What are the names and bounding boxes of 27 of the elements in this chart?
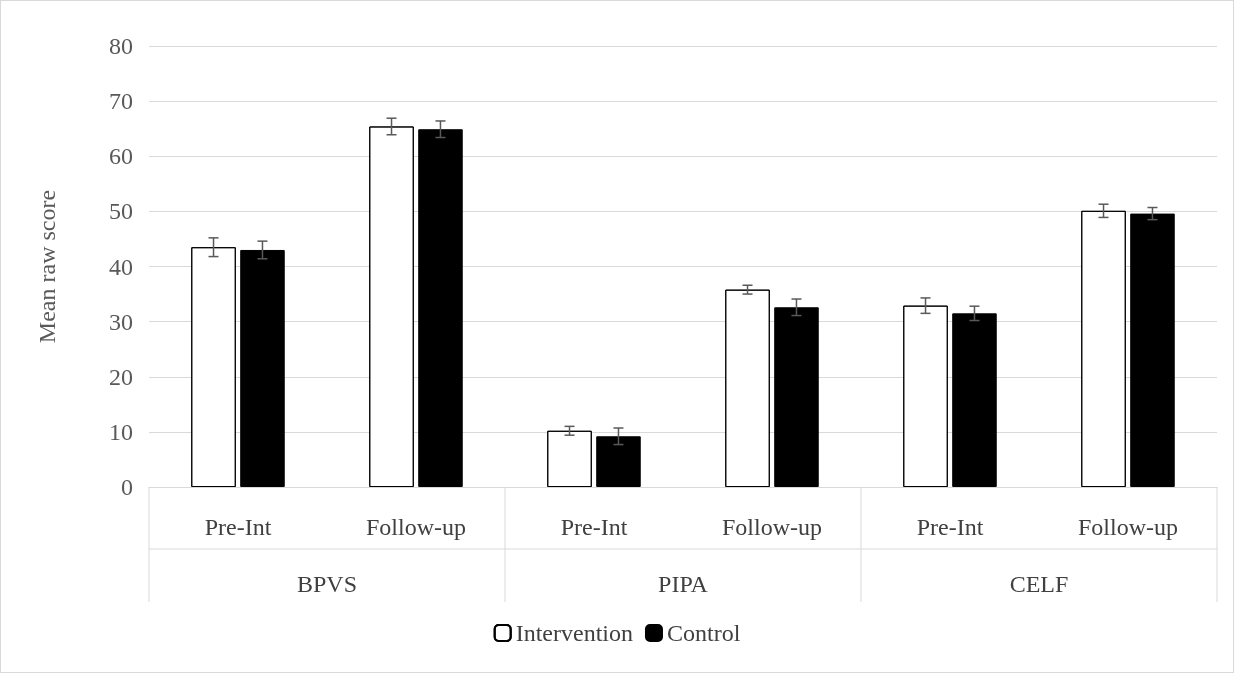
x-tick-label: Pre-Int bbox=[916, 514, 984, 540]
y-tick-label: 50 bbox=[109, 198, 133, 225]
x-tick-label: Follow-up bbox=[365, 514, 467, 540]
y-tick-label: 0 bbox=[121, 474, 133, 500]
bar bbox=[1130, 213, 1175, 487]
y-tick-label: 10 bbox=[109, 418, 133, 445]
x-tick-label: Pre-Int bbox=[204, 514, 272, 540]
text: BPVS bbox=[296, 571, 358, 597]
bar bbox=[418, 129, 463, 487]
x-tick-label: Follow-up bbox=[1077, 514, 1179, 540]
bar bbox=[596, 436, 641, 487]
y-tick-label: 80 bbox=[109, 33, 133, 59]
y-tick-label: 30 bbox=[109, 308, 133, 335]
bar bbox=[952, 313, 997, 487]
y-tick-label: 60 bbox=[109, 143, 133, 170]
text: PIPA bbox=[658, 571, 709, 597]
x-tick-label: Follow-up bbox=[721, 514, 823, 540]
legend-label: Control bbox=[666, 620, 741, 646]
x-tick-label: Pre-Int bbox=[560, 514, 628, 540]
y-tick-label: 40 bbox=[109, 253, 133, 280]
y-tick-label: 70 bbox=[109, 88, 133, 115]
y-axis-title: Mean raw score bbox=[34, 189, 60, 344]
text: CELF bbox=[1009, 571, 1069, 597]
y-tick-label: 20 bbox=[109, 363, 133, 390]
bar bbox=[240, 249, 285, 487]
legend-label: Intervention bbox=[515, 620, 633, 646]
bar bbox=[774, 307, 819, 487]
